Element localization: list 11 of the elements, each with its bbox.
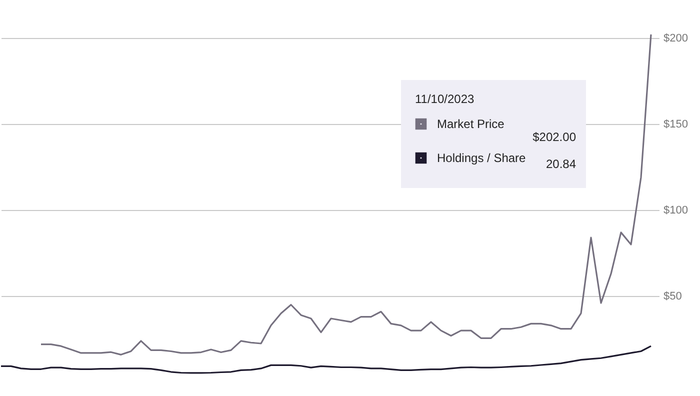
y-tick-label: $200 [664, 32, 688, 44]
line-series [0, 345, 652, 374]
y-tick-label: $100 [664, 204, 688, 217]
y-tick-label: $50 [664, 290, 682, 303]
y-tick-label: $150 [664, 118, 688, 130]
legend-title: 11/10/2023 [415, 92, 474, 106]
legend-label: Holdings / Share [437, 151, 526, 165]
line-series [40, 34, 652, 356]
annotation: 20.84 [546, 157, 576, 171]
legend-label: Market Price [437, 117, 505, 131]
annotation: $202.00 [532, 130, 576, 144]
